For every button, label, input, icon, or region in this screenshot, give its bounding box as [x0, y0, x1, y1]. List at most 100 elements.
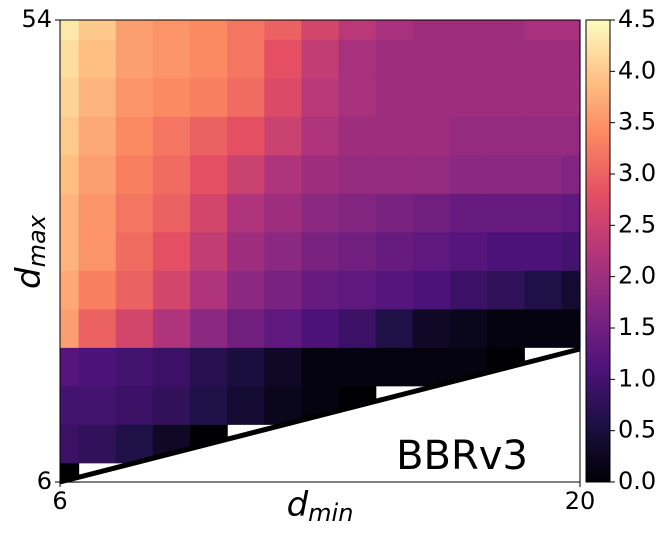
heatmap-cell	[450, 231, 488, 271]
heatmap-cell	[375, 231, 414, 271]
heatmap-cell	[60, 39, 80, 79]
heatmap-cell	[412, 347, 451, 387]
heatmap-cell	[190, 270, 228, 310]
heatmap-cell	[152, 347, 191, 387]
heatmap-cell	[152, 116, 191, 156]
heatmap-cell	[60, 347, 80, 387]
heatmap-cell	[78, 231, 117, 271]
heatmap-cell	[561, 231, 581, 271]
heatmap-cell	[412, 270, 451, 310]
colorbar-tick-label: 3.5	[618, 108, 656, 136]
heatmap-cell	[190, 385, 228, 425]
heatmap-cell	[152, 20, 191, 40]
heatmap-cell	[487, 270, 525, 310]
heatmap-cell	[450, 116, 488, 156]
heatmap-cell	[524, 39, 563, 79]
heatmap-cell	[301, 347, 340, 387]
heatmap-cell	[301, 193, 340, 233]
heatmap-cell	[152, 308, 191, 348]
heatmap-cell	[412, 231, 451, 271]
heatmap-cell	[152, 193, 191, 233]
heatmap-cell	[115, 20, 154, 40]
heatmap-cell	[338, 39, 377, 79]
colorbar-tick-label: 1.0	[618, 364, 656, 392]
colorbar-tick-label: 4.0	[618, 56, 656, 84]
y-label-sub: max	[23, 214, 51, 267]
heatmap-cell	[264, 39, 303, 79]
heatmap-cell	[115, 77, 154, 117]
heatmap-cell	[227, 347, 265, 387]
plot-frame	[59, 19, 581, 483]
heatmap-cell	[301, 116, 340, 156]
heatmap-cell	[227, 231, 265, 271]
heatmap-cell	[264, 270, 303, 310]
heatmap-cell	[301, 231, 340, 271]
heatmap-cell	[375, 308, 414, 348]
heatmap-cell	[264, 231, 303, 271]
heatmap-cell	[338, 308, 377, 348]
heatmap-cell	[412, 39, 451, 79]
heatmap-cell	[524, 308, 563, 348]
y-label-main: d	[9, 267, 49, 289]
heatmap-cell	[375, 154, 414, 194]
heatmap-cell	[115, 347, 154, 387]
heatmap-cell	[561, 154, 581, 194]
heatmap-cell	[78, 385, 117, 425]
heatmap-cell	[78, 77, 117, 117]
heatmap-cell	[115, 193, 154, 233]
colorbar-tick-label: 2.0	[618, 262, 656, 290]
heatmap-cell	[60, 77, 80, 117]
heatmap-cell	[338, 154, 377, 194]
heatmap-cell	[115, 385, 154, 425]
heatmap-cell	[301, 77, 340, 117]
heatmap-cell	[115, 231, 154, 271]
boundary-line	[59, 346, 581, 485]
heatmap-cell	[301, 39, 340, 79]
heatmap-cell	[524, 116, 563, 156]
heatmap-cell	[561, 193, 581, 233]
heatmap-cell	[190, 116, 228, 156]
heatmap-cell	[264, 308, 303, 348]
colorbar-tick-label: 2.5	[618, 210, 656, 238]
heatmap-cell	[450, 77, 488, 117]
heatmap-cell	[561, 77, 581, 117]
heatmap-cell	[78, 270, 117, 310]
heatmap-cell	[450, 154, 488, 194]
heatmap-cell	[190, 308, 228, 348]
heatmap-cell	[60, 270, 80, 310]
heatmap-cell	[338, 231, 377, 271]
heatmap-cell	[152, 270, 191, 310]
heatmap-cell	[412, 20, 451, 40]
heatmap-cell	[487, 116, 525, 156]
heatmap-cell	[301, 308, 340, 348]
heatmap-cell	[78, 154, 117, 194]
heatmap-cell	[60, 154, 80, 194]
heatmap-cell	[152, 231, 191, 271]
heatmap-cell	[152, 77, 191, 117]
heatmap-cell	[78, 20, 117, 40]
colorbar-tick-label: 4.5	[618, 5, 656, 33]
heatmap-cell	[264, 347, 303, 387]
heatmap-cell	[60, 20, 80, 40]
heatmap-cell	[264, 154, 303, 194]
heatmap-cell	[412, 77, 451, 117]
heatmap-cell	[524, 20, 563, 40]
heatmap-cell	[227, 116, 265, 156]
heatmap-cell	[190, 20, 228, 40]
heatmap-cell	[487, 308, 525, 348]
heatmap-cell	[561, 116, 581, 156]
heatmap-cell	[190, 193, 228, 233]
heatmap-cell	[375, 20, 414, 40]
heatmap-cell	[561, 20, 581, 40]
heatmap-cell	[227, 77, 265, 117]
heatmap-cell	[78, 39, 117, 79]
heatmap-cell	[152, 385, 191, 425]
heatmap-cell	[264, 385, 303, 425]
heatmap-cell	[375, 116, 414, 156]
x-label-sub: min	[308, 499, 353, 527]
heatmap-cell	[115, 116, 154, 156]
heatmap-cell	[375, 347, 414, 387]
heatmap-cell	[412, 154, 451, 194]
heatmap-cell	[524, 231, 563, 271]
